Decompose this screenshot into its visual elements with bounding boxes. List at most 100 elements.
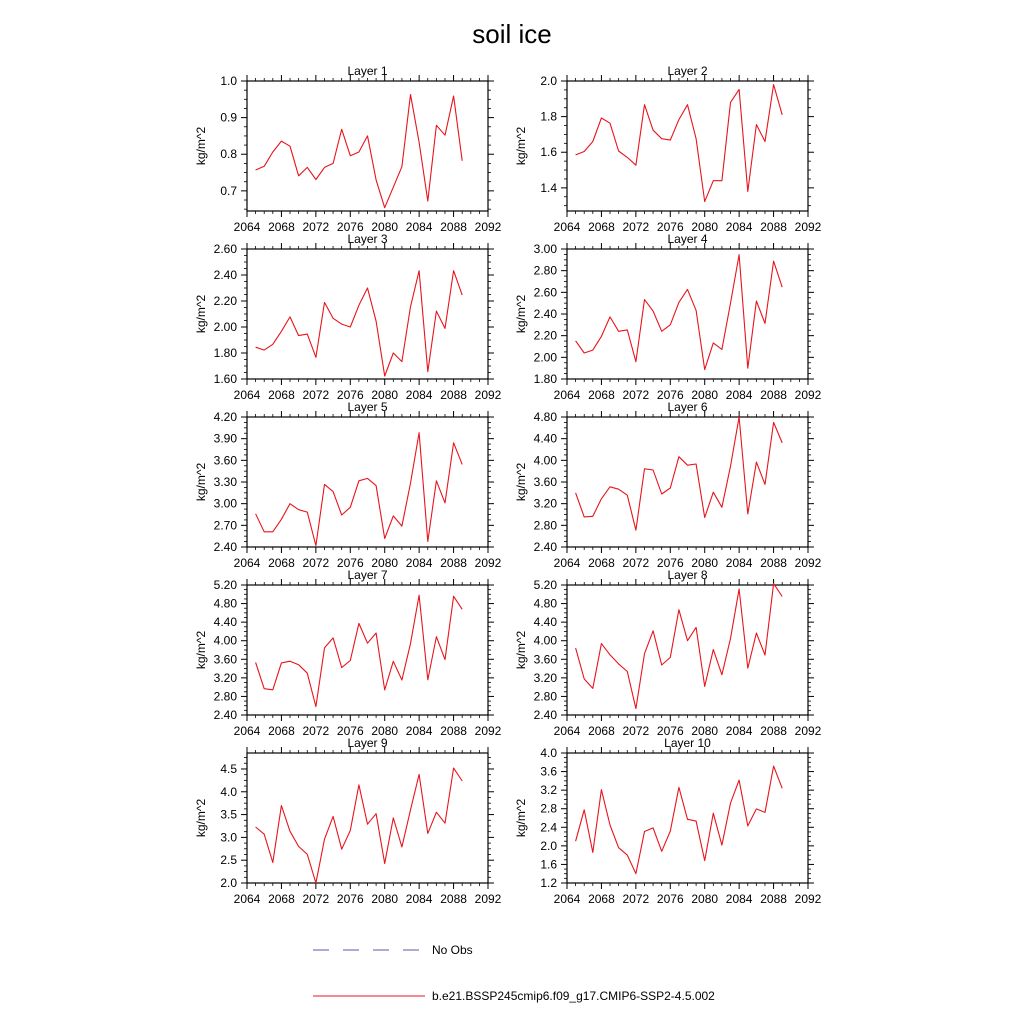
x-tick-label: 2084 — [406, 556, 433, 570]
panel-title: Layer 10 — [664, 736, 711, 750]
x-tick-label: 2092 — [795, 388, 822, 402]
y-tick-label: 4.00 — [534, 634, 558, 648]
x-tick-label: 2076 — [337, 724, 364, 738]
x-tick-label: 2076 — [657, 220, 684, 234]
x-tick-label: 2092 — [475, 724, 502, 738]
y-tick-label: 2.40 — [214, 540, 238, 554]
y-axis-label: kg/m^2 — [194, 295, 208, 334]
x-tick-label: 2068 — [268, 892, 295, 906]
x-tick-label: 2072 — [623, 724, 650, 738]
x-tick-label: 2080 — [371, 388, 398, 402]
y-tick-label: 2.8 — [540, 802, 557, 816]
x-tick-label: 2076 — [337, 892, 364, 906]
x-tick-label: 2080 — [691, 892, 718, 906]
y-tick-label: 2.40 — [534, 307, 558, 321]
x-tick-label: 2064 — [234, 220, 261, 234]
chart-title: soil ice — [472, 19, 551, 49]
x-tick-label: 2080 — [371, 724, 398, 738]
y-tick-label: 3.60 — [214, 652, 238, 666]
x-tick-label: 2072 — [623, 220, 650, 234]
x-tick-label: 2088 — [760, 556, 787, 570]
x-tick-label: 2080 — [691, 220, 718, 234]
y-axis-label: kg/m^2 — [514, 127, 528, 166]
x-tick-label: 2084 — [406, 892, 433, 906]
panel-title: Layer 2 — [667, 64, 707, 78]
y-tick-label: 2.40 — [534, 540, 558, 554]
y-tick-label: 1.0 — [220, 74, 237, 88]
y-tick-label: 4.40 — [214, 615, 238, 629]
legend-label: No Obs — [432, 943, 473, 957]
x-tick-label: 2088 — [440, 892, 467, 906]
x-tick-label: 2064 — [554, 388, 581, 402]
x-tick-label: 2088 — [760, 388, 787, 402]
y-tick-label: 4.80 — [214, 597, 238, 611]
y-tick-label: 3.20 — [214, 671, 238, 685]
x-tick-label: 2092 — [475, 556, 502, 570]
x-tick-label: 2080 — [371, 892, 398, 906]
y-tick-label: 2.20 — [214, 294, 238, 308]
x-tick-label: 2076 — [657, 724, 684, 738]
y-tick-label: 4.80 — [534, 410, 558, 424]
y-tick-label: 2.40 — [534, 708, 558, 722]
x-tick-label: 2068 — [588, 892, 615, 906]
x-tick-label: 2084 — [406, 220, 433, 234]
x-tick-label: 2080 — [371, 556, 398, 570]
x-tick-label: 2068 — [268, 388, 295, 402]
x-tick-label: 2068 — [588, 724, 615, 738]
y-tick-label: 3.60 — [534, 652, 558, 666]
y-tick-label: 2.5 — [220, 853, 237, 867]
x-tick-label: 2072 — [303, 724, 330, 738]
y-tick-label: 1.8 — [540, 110, 557, 124]
x-tick-label: 2088 — [440, 556, 467, 570]
y-tick-label: 2.80 — [534, 264, 558, 278]
y-tick-label: 2.60 — [214, 242, 238, 256]
panel-title: Layer 8 — [667, 568, 707, 582]
y-axis-label: kg/m^2 — [194, 799, 208, 838]
x-tick-label: 2084 — [726, 892, 753, 906]
x-tick-label: 2088 — [440, 220, 467, 234]
y-tick-label: 4.00 — [534, 453, 558, 467]
plot-frame — [566, 248, 809, 380]
y-tick-label: 4.80 — [534, 597, 558, 611]
x-tick-label: 2088 — [440, 724, 467, 738]
y-tick-label: 1.2 — [540, 876, 557, 890]
y-tick-label: 0.7 — [220, 184, 237, 198]
x-tick-label: 2088 — [760, 892, 787, 906]
series-line — [575, 84, 783, 203]
y-tick-label: 4.00 — [214, 634, 238, 648]
y-axis-label: kg/m^2 — [194, 463, 208, 502]
x-tick-label: 2064 — [234, 388, 261, 402]
panel-title: Layer 3 — [347, 232, 387, 246]
panel-title: Layer 1 — [347, 64, 387, 78]
x-tick-label: 2072 — [623, 892, 650, 906]
x-tick-label: 2080 — [691, 724, 718, 738]
y-tick-label: 0.9 — [220, 111, 237, 125]
series-line — [575, 416, 783, 531]
x-tick-label: 2064 — [554, 724, 581, 738]
y-tick-label: 4.40 — [534, 432, 558, 446]
x-tick-label: 2076 — [337, 220, 364, 234]
y-tick-label: 2.0 — [540, 839, 557, 853]
y-tick-label: 2.70 — [214, 518, 238, 532]
plot-frame — [246, 416, 489, 548]
plot-frame — [246, 752, 489, 884]
x-tick-label: 2072 — [303, 388, 330, 402]
y-tick-label: 2.0 — [220, 876, 237, 890]
y-axis-label: kg/m^2 — [514, 295, 528, 334]
x-tick-label: 2092 — [795, 724, 822, 738]
x-tick-label: 2092 — [795, 556, 822, 570]
y-tick-label: 2.80 — [534, 689, 558, 703]
series-line — [255, 767, 463, 884]
y-tick-label: 4.40 — [534, 615, 558, 629]
y-tick-label: 2.00 — [534, 350, 558, 364]
plot-frame — [246, 584, 489, 716]
x-tick-label: 2064 — [554, 892, 581, 906]
series-line — [575, 765, 783, 875]
x-tick-label: 2064 — [554, 556, 581, 570]
y-tick-label: 3.00 — [214, 497, 238, 511]
y-axis-label: kg/m^2 — [514, 631, 528, 670]
x-tick-label: 2068 — [588, 388, 615, 402]
x-tick-label: 2068 — [588, 220, 615, 234]
x-tick-label: 2080 — [691, 388, 718, 402]
